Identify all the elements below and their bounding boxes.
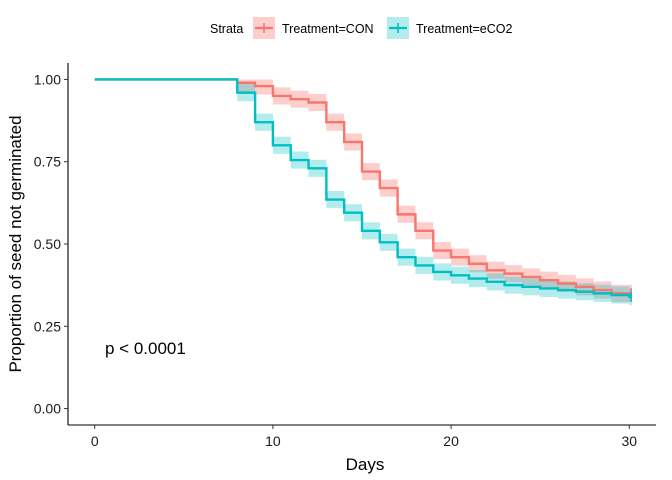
legend-label-con: Treatment=CON xyxy=(282,22,374,36)
legend-label-eco2: Treatment=eCO2 xyxy=(416,22,513,36)
x-axis-title: Days xyxy=(346,455,385,474)
survival-line-con xyxy=(94,78,632,295)
y-tick-label: 0.75 xyxy=(34,154,61,170)
x-axis: 0 10 20 30 xyxy=(68,424,656,449)
y-tick-label: 0.50 xyxy=(34,236,61,252)
x-ticks: 0 10 20 30 xyxy=(91,425,637,449)
legend-key-eco2 xyxy=(387,17,409,39)
p-value-annotation: p < 0.0001 xyxy=(105,339,186,358)
survival-lines xyxy=(94,78,632,298)
ci-band-con xyxy=(237,79,256,92)
legend-title: Strata xyxy=(210,22,243,36)
x-tick-label: 20 xyxy=(443,433,459,449)
x-tick-label: 10 xyxy=(265,433,281,449)
y-axis-title: Proportion of seed not germinated xyxy=(6,115,25,372)
y-tick-label: 0.00 xyxy=(34,401,61,417)
x-tick-label: 30 xyxy=(621,433,637,449)
y-tick-label: 0.25 xyxy=(34,318,61,334)
survival-line-eco2 xyxy=(94,78,632,298)
legend-key-con xyxy=(253,17,275,39)
y-axis: 0.00 0.25 0.50 0.75 1.00 xyxy=(34,63,69,425)
y-ticks: 0.00 0.25 0.50 0.75 1.00 xyxy=(34,71,68,417)
legend: Strata Treatment=CON Treatment=eCO2 xyxy=(210,17,513,39)
y-tick-label: 1.00 xyxy=(34,71,61,87)
x-tick-label: 0 xyxy=(91,433,99,449)
